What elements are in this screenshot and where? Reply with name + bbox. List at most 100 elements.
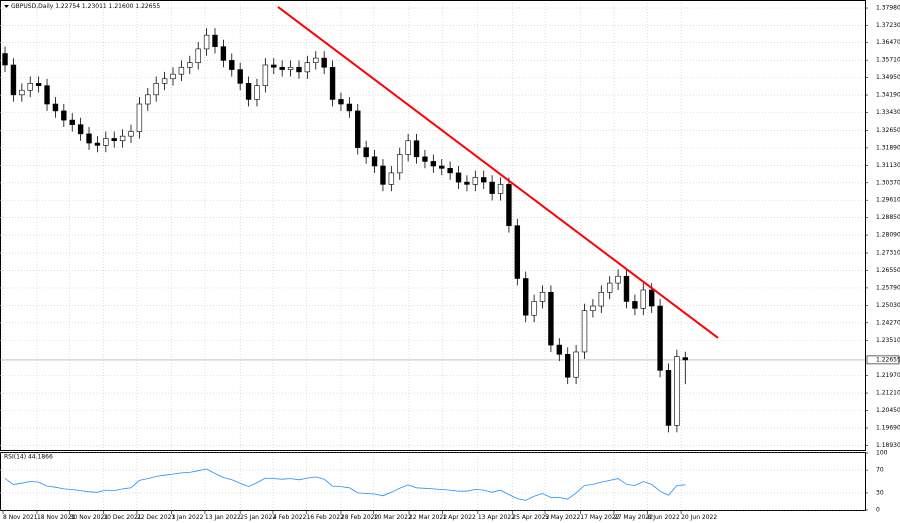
y-tick-label: 1.18930 <box>876 442 900 449</box>
candle-body <box>355 110 361 148</box>
menu-icon[interactable] <box>4 5 9 8</box>
candle-body <box>145 94 151 105</box>
candle-body <box>2 53 8 66</box>
x-tick-label: 22 Mar 2022 <box>409 514 447 521</box>
x-tick-label: 13 Jan 2022 <box>205 514 241 521</box>
y-tick-label: 1.25790 <box>876 284 900 291</box>
candle-body <box>304 62 311 73</box>
x-tick-label: 30 Nov 2021 <box>70 514 109 521</box>
candle-body <box>69 119 75 125</box>
candle-body <box>35 83 42 86</box>
candle-body <box>506 184 512 226</box>
candle-body <box>674 356 680 426</box>
candle-body <box>598 291 605 307</box>
rsi-line <box>4 468 686 501</box>
candle-body <box>229 60 235 70</box>
y-tick-label: 70 <box>876 467 884 474</box>
candle-body <box>287 66 294 70</box>
candle-body <box>615 275 621 284</box>
candle-body <box>455 172 462 183</box>
candle-body <box>657 305 663 371</box>
candle-body <box>682 357 688 361</box>
x-tick-label: 4 Feb 2022 <box>273 514 307 521</box>
candle-body <box>363 147 369 158</box>
x-tick-label: 3 Jan 2022 <box>171 514 203 521</box>
candle-body <box>245 83 252 100</box>
chart-title: GBPUSD,Daily 1.22754 1.23011 1.21600 1.2… <box>11 3 160 10</box>
candle-body <box>380 165 386 185</box>
candle-body <box>203 34 210 50</box>
rsi-panel-frame <box>0 452 866 511</box>
candle-body <box>489 181 495 194</box>
candle-body <box>464 181 470 185</box>
candle-body <box>439 165 445 169</box>
y-tick-label: 1.37980 <box>876 5 900 12</box>
y-tick-label: 1.34190 <box>876 92 900 99</box>
candle-body <box>187 62 193 68</box>
candle-body <box>523 278 529 316</box>
candle-body <box>556 344 563 355</box>
candle-body <box>447 168 453 174</box>
candle-body <box>481 177 487 183</box>
y-tick-label: 1.32650 <box>876 127 900 134</box>
candle-body <box>590 305 596 311</box>
x-tick-label: 16 Feb 2022 <box>307 514 345 521</box>
candle-body <box>212 34 218 47</box>
y-tick-label: 1.27310 <box>876 250 900 257</box>
candle-body <box>405 140 411 155</box>
candle-body <box>10 64 17 96</box>
y-tick-label: 1.28850 <box>876 214 900 221</box>
candle-body <box>632 301 638 309</box>
x-tick-label: 10 Dec 2021 <box>103 514 142 521</box>
x-tick-label: 28 Feb 2022 <box>341 514 379 521</box>
last-price-label: 1.22655 <box>876 356 900 363</box>
candle-body <box>61 110 67 121</box>
candle-body <box>254 85 260 100</box>
y-tick-label: 1.28090 <box>876 232 900 239</box>
candle-body <box>573 351 579 378</box>
y-tick-label: 1.23510 <box>876 337 900 344</box>
x-tick-label: 8 Jun 2022 <box>647 514 679 521</box>
y-tick-label: 1.31890 <box>876 144 900 151</box>
x-tick-label: 10 Mar 2022 <box>374 514 412 521</box>
y-tick-label: 1.33430 <box>876 109 900 116</box>
candle-body <box>472 177 479 185</box>
last-price-box <box>866 355 900 365</box>
y-tick-label: 100 <box>876 450 888 457</box>
candle-body <box>548 291 554 346</box>
candle-body <box>44 85 50 105</box>
x-tick-label: 1 Apr 2022 <box>443 514 476 521</box>
x-tick-label: 20 Jun 2022 <box>681 514 717 521</box>
candle-body <box>640 289 646 309</box>
candle-body <box>329 66 336 100</box>
x-tick-label: 17 May 2022 <box>580 514 619 521</box>
candle-body <box>430 161 437 167</box>
candle-body <box>397 154 403 174</box>
candle-body <box>606 282 613 293</box>
y-tick-label: 1.21970 <box>876 372 900 379</box>
candle-body <box>170 73 176 80</box>
x-tick-label: 8 Nov 2021 <box>3 514 38 521</box>
candle-body <box>195 48 201 63</box>
candle-body <box>371 156 378 167</box>
x-tick-label: 5 May 2022 <box>545 514 580 521</box>
x-tick-label: 13 Apr 2022 <box>478 514 515 521</box>
candle-body <box>220 46 227 61</box>
x-tick-label: 25 Apr 2022 <box>512 514 549 521</box>
y-tick-label: 1.35710 <box>876 57 900 64</box>
y-tick-label: 1.21210 <box>876 390 900 397</box>
candle-body <box>153 83 159 96</box>
y-tick-label: 0 <box>876 507 880 514</box>
candle-body <box>565 353 571 378</box>
y-tick-label: 1.34950 <box>876 74 900 81</box>
candle-body <box>111 138 117 142</box>
x-tick-label: 22 Dec 2021 <box>137 514 176 521</box>
y-tick-label: 1.20450 <box>876 407 900 414</box>
candle-body <box>94 142 101 146</box>
candle-body <box>531 301 537 316</box>
candle-body <box>539 291 546 302</box>
candle-body <box>271 64 277 68</box>
candle-body <box>321 57 327 68</box>
y-tick-label: 30 <box>876 489 884 496</box>
